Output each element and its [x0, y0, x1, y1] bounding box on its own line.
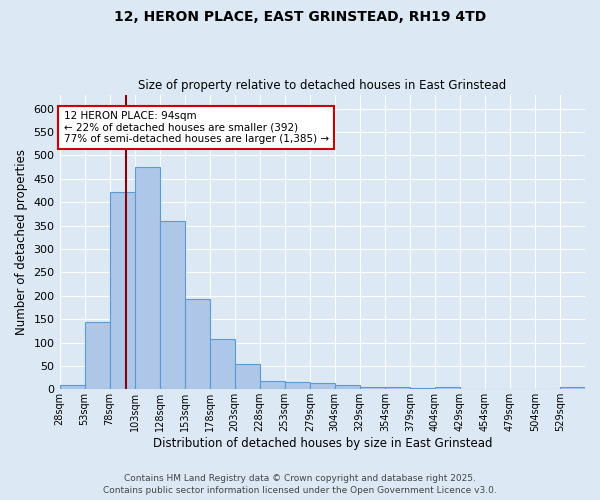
Bar [59, 384, 85, 390]
Bar [435, 388, 460, 390]
Bar [134, 167, 160, 390]
Text: Contains HM Land Registry data © Crown copyright and database right 2025.
Contai: Contains HM Land Registry data © Crown c… [103, 474, 497, 495]
Bar [310, 383, 335, 390]
Bar [260, 381, 285, 390]
Bar [185, 300, 209, 390]
Bar [285, 382, 310, 390]
Bar [360, 387, 385, 390]
Bar [110, 192, 134, 390]
Bar [235, 364, 260, 390]
Title: Size of property relative to detached houses in East Grinstead: Size of property relative to detached ho… [138, 79, 506, 92]
Y-axis label: Number of detached properties: Number of detached properties [15, 149, 28, 335]
Text: 12 HERON PLACE: 94sqm
← 22% of detached houses are smaller (392)
77% of semi-det: 12 HERON PLACE: 94sqm ← 22% of detached … [64, 111, 329, 144]
Bar [410, 388, 435, 390]
Bar [85, 322, 110, 390]
Bar [160, 221, 185, 390]
Bar [560, 387, 585, 390]
X-axis label: Distribution of detached houses by size in East Grinstead: Distribution of detached houses by size … [152, 437, 492, 450]
Text: 12, HERON PLACE, EAST GRINSTEAD, RH19 4TD: 12, HERON PLACE, EAST GRINSTEAD, RH19 4T… [114, 10, 486, 24]
Bar [209, 339, 235, 390]
Bar [385, 388, 410, 390]
Bar [335, 384, 360, 390]
